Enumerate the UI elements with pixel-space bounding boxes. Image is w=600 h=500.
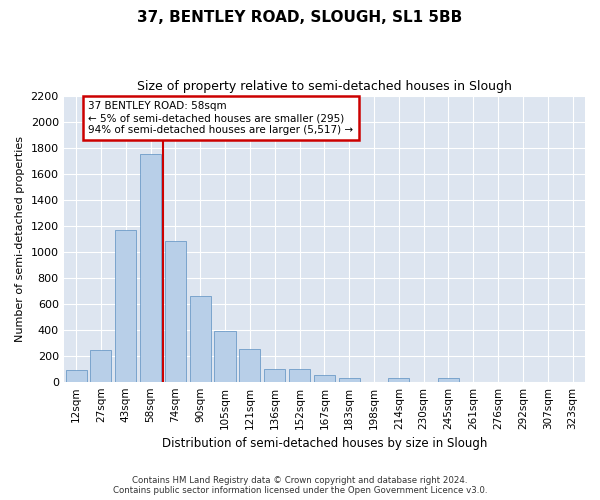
Text: Contains HM Land Registry data © Crown copyright and database right 2024.
Contai: Contains HM Land Registry data © Crown c…: [113, 476, 487, 495]
Text: 37, BENTLEY ROAD, SLOUGH, SL1 5BB: 37, BENTLEY ROAD, SLOUGH, SL1 5BB: [137, 10, 463, 25]
Bar: [115, 230, 136, 382]
Bar: [190, 296, 211, 382]
Title: Size of property relative to semi-detached houses in Slough: Size of property relative to semi-detach…: [137, 80, 512, 93]
Bar: [438, 378, 459, 382]
Bar: [140, 154, 161, 382]
X-axis label: Distribution of semi-detached houses by size in Slough: Distribution of semi-detached houses by …: [161, 437, 487, 450]
Bar: [165, 241, 186, 382]
Bar: [65, 370, 86, 382]
Y-axis label: Number of semi-detached properties: Number of semi-detached properties: [15, 136, 25, 342]
Bar: [91, 350, 112, 382]
Text: 37 BENTLEY ROAD: 58sqm
← 5% of semi-detached houses are smaller (295)
94% of sem: 37 BENTLEY ROAD: 58sqm ← 5% of semi-deta…: [88, 102, 353, 134]
Bar: [214, 331, 236, 382]
Bar: [289, 368, 310, 382]
Bar: [338, 378, 360, 382]
Bar: [264, 368, 285, 382]
Bar: [314, 375, 335, 382]
Bar: [239, 349, 260, 382]
Bar: [388, 378, 409, 382]
